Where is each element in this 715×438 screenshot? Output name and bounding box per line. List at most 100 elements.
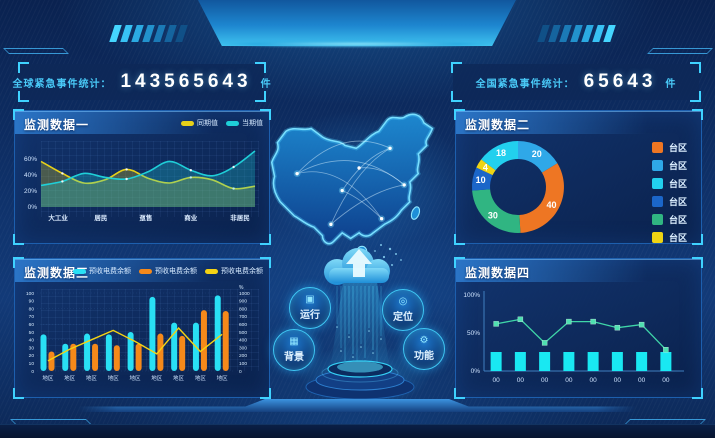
- corner-bracket: [255, 62, 266, 73]
- legend-item[interactable]: 台区: [651, 195, 687, 208]
- header-glow: [224, 41, 490, 47]
- legend-item[interactable]: 预收电费余额: [205, 266, 263, 276]
- svg-text:30: 30: [488, 211, 498, 221]
- badge-label: 定位: [393, 312, 413, 323]
- cloud-platform-graphic: [305, 244, 415, 400]
- legend-item[interactable]: 预收电费余额: [139, 266, 197, 276]
- svg-text:60%: 60%: [24, 156, 37, 163]
- stripe: [175, 25, 188, 42]
- legend-label: 台区: [668, 143, 687, 153]
- bottom-strip: [0, 424, 715, 438]
- svg-text:30: 30: [29, 345, 35, 351]
- svg-text:10: 10: [476, 175, 486, 185]
- corner-bracket: [454, 234, 465, 245]
- corner-bracket: [692, 257, 703, 268]
- light-cone: [331, 282, 389, 364]
- area-chart-svg: 0% 20% 40% 60% 大工业 居民 趸售 商业 非居民: [24, 150, 256, 222]
- legend-item[interactable]: 同期值: [181, 118, 218, 128]
- data-streams: [336, 286, 382, 370]
- legend-item[interactable]: 台区: [651, 159, 687, 172]
- svg-text:%: %: [239, 285, 244, 291]
- svg-text:00: 00: [541, 377, 549, 384]
- corner-bracket: [13, 257, 24, 268]
- chart-area: 0% 50% 100% 00 00 00 00 00 00 00 00: [456, 281, 701, 397]
- corner-bracket: [690, 91, 701, 102]
- svg-text:900: 900: [239, 299, 247, 305]
- legend-swatch: [205, 268, 218, 274]
- legend-item[interactable]: 预收电费余额: [73, 266, 131, 276]
- svg-text:00: 00: [638, 377, 646, 384]
- header-stripes-left: [109, 25, 188, 42]
- legend-item[interactable]: 台区: [651, 177, 687, 190]
- corner-bracket: [260, 257, 271, 268]
- legend-label: 预收电费余额: [155, 268, 197, 275]
- chart-area: 0 10 20 30 40 50 60 70 80 90 100% 0 100 200 300 400 500 6…: [15, 281, 269, 397]
- chart-legend: 同期值 当期值: [181, 118, 263, 128]
- svg-text:地区: 地区: [42, 374, 54, 382]
- corner-bracket: [13, 388, 24, 399]
- panel-header: 监测数据二: [456, 111, 701, 134]
- line-chart-svg: 0% 50% 100% 00 00 00 00 00 00 00 00: [463, 291, 684, 384]
- legend-item[interactable]: 台区: [651, 231, 687, 244]
- panel-title: 监测数据一: [24, 118, 90, 132]
- panel-header: 监测数据一 同期值 当期值: [15, 111, 269, 134]
- panel-title: 监测数据二: [465, 118, 531, 132]
- svg-text:地区: 地区: [217, 374, 229, 382]
- legend-item[interactable]: 台区: [651, 213, 687, 226]
- legend-swatch: [651, 178, 663, 189]
- svg-text:地区: 地区: [86, 374, 98, 382]
- donut-chart-svg: 20 40 30 10 4 18: [471, 141, 564, 233]
- svg-text:地区: 地区: [64, 374, 76, 382]
- counter-unit: 件: [665, 78, 677, 90]
- legend-swatch: [226, 120, 239, 126]
- counter-value: 65643: [583, 71, 657, 92]
- platform-3d: [305, 360, 415, 400]
- svg-text:0%: 0%: [28, 204, 38, 211]
- legend-label: 当期值: [242, 120, 263, 127]
- svg-text:00: 00: [565, 377, 573, 384]
- gear-icon: ⚙: [419, 335, 429, 346]
- corner-bracket: [18, 62, 29, 73]
- svg-text:18: 18: [496, 148, 506, 158]
- run-button[interactable]: ▣ 运行: [289, 287, 331, 329]
- svg-text:非居民: 非居民: [230, 213, 250, 222]
- svg-text:40: 40: [29, 338, 35, 344]
- svg-text:50: 50: [29, 330, 35, 336]
- taiwan-island: [410, 206, 421, 220]
- svg-text:地区: 地区: [108, 374, 120, 382]
- legend-item[interactable]: 台区: [651, 141, 687, 154]
- svg-text:20: 20: [29, 353, 35, 359]
- edge-decoration: [3, 48, 69, 54]
- header-banner: [198, 0, 516, 46]
- svg-text:00: 00: [590, 377, 598, 384]
- corner-bracket: [454, 257, 465, 268]
- panel-monitor-data-2: 监测数据二 20 40 30 10 4 18 台区 台区 台区 台区 台区 台区: [454, 109, 703, 245]
- corner-bracket: [692, 109, 703, 120]
- background-button[interactable]: ▦ 背景: [273, 329, 315, 371]
- corner-bracket: [690, 62, 701, 73]
- corner-bracket: [18, 91, 29, 102]
- stripe: [603, 25, 616, 42]
- function-button[interactable]: ⚙ 功能: [403, 328, 445, 370]
- svg-text:200: 200: [239, 353, 247, 359]
- panel-monitor-data-1: 监测数据一 同期值 当期值 0% 20% 40% 60% 大工业 居民 趸售 商业 非居民: [13, 109, 271, 245]
- svg-text:00: 00: [493, 377, 501, 384]
- svg-text:50%: 50%: [467, 330, 480, 337]
- chart-area: 20 40 30 10 4 18 台区 台区 台区 台区 台区 台区: [456, 133, 701, 243]
- svg-text:80: 80: [29, 306, 35, 312]
- legend-swatch: [651, 232, 663, 243]
- panel-header: 监测数据四: [456, 259, 701, 282]
- china-map: [269, 112, 435, 257]
- legend-item[interactable]: 当期值: [226, 118, 263, 128]
- global-emergency-counter: 全球紧急事件统计： 143565643 件: [12, 62, 271, 102]
- svg-text:00: 00: [614, 377, 622, 384]
- corner-bracket: [451, 91, 462, 102]
- legend-label: 预收电费余额: [221, 268, 263, 275]
- svg-text:20%: 20%: [24, 188, 37, 195]
- locate-button[interactable]: ◎ 定位: [382, 289, 424, 331]
- legend-label: 台区: [668, 161, 687, 171]
- legend-swatch: [651, 160, 663, 171]
- svg-text:居民: 居民: [94, 214, 108, 222]
- counter-unit: 件: [260, 78, 272, 90]
